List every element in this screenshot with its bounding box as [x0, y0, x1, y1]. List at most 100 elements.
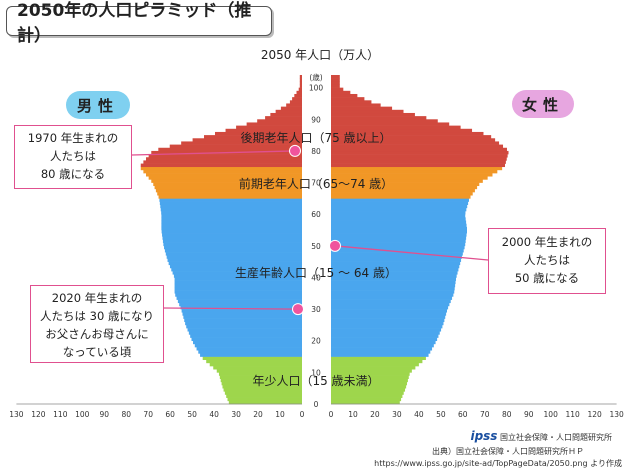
female-bar-age-28: [331, 312, 447, 316]
female-bar-age-27: [331, 315, 446, 319]
female-bar-age-16: [331, 350, 431, 354]
male-bar-age-84: [204, 135, 302, 139]
age-tick-40: 40: [311, 273, 321, 282]
male-x-tick-30: 30: [231, 410, 241, 419]
female-bar-age-52: [331, 236, 467, 240]
female-bar-age-24: [331, 324, 443, 329]
female-bar-age-1: [331, 397, 402, 402]
female-bar-age-80: [331, 147, 507, 152]
female-bar-age-59: [331, 214, 466, 218]
male-bar-age-86: [225, 128, 302, 133]
female-x-tick-30: 30: [392, 410, 402, 419]
female-bar-age-25: [331, 321, 444, 326]
female-bar-age-79: [331, 150, 509, 155]
female-bar-age-51: [331, 239, 466, 243]
female-x-tick-40: 40: [414, 410, 424, 419]
callout-2000-line2: 人たちは: [524, 253, 570, 267]
female-bar-age-57: [331, 220, 467, 224]
male-bar-age-36: [174, 286, 302, 291]
male-bar-age-76: [143, 160, 302, 164]
male-bar-age-13: [206, 359, 302, 364]
female-bar-age-5: [331, 385, 407, 389]
male-bar-age-6: [221, 381, 302, 386]
male-bar-age-25: [185, 321, 302, 326]
male-bar-age-35: [174, 290, 302, 294]
male-bar-age-42: [171, 267, 302, 272]
male-bar-age-2: [226, 394, 302, 398]
female-x-tick-130: 130: [609, 410, 624, 419]
female-bar-age-100: [331, 84, 340, 88]
female-bar-age-48: [331, 248, 464, 253]
male-x-tick-0: 0: [300, 410, 305, 419]
female-bar-age-9: [331, 372, 410, 376]
female-bar-age-8: [331, 375, 409, 379]
source-line1: 出典）国立社会保障・人口問題研究所ＨＰ: [432, 447, 584, 456]
male-bar-age-19: [193, 340, 302, 345]
male-bar-age-9: [218, 372, 302, 376]
male-bar-age-62: [160, 204, 302, 209]
callout-2020: 2020 年生まれの 人たちは 30 歳になり お父さんお母さんに なっている頃: [30, 285, 164, 363]
male-bar-age-97: [294, 93, 302, 98]
female-bar-age-34: [331, 293, 454, 297]
male-bar-age-102: [299, 78, 302, 82]
female-x-tick-90: 90: [524, 410, 534, 419]
marker-male-80: [289, 144, 301, 157]
female-bar-age-46: [331, 255, 462, 259]
callout-2020-line2: 人たちは 30 歳になり: [40, 309, 154, 323]
female-label: 女性: [521, 95, 564, 114]
male-bar-age-72: [146, 173, 302, 177]
page-title: 2050年の人口ピラミッド（推計）: [6, 1, 272, 46]
marker-male-30: [292, 303, 304, 316]
callout-1970-line1: 1970 年生まれの: [27, 131, 119, 145]
female-bar-age-64: [331, 198, 469, 202]
female-bar-age-56: [331, 223, 467, 228]
male-bar-age-5: [222, 385, 302, 389]
male-bar-age-95: [289, 100, 302, 104]
female-bar-age-18: [331, 343, 434, 348]
female-bar-age-29: [331, 309, 448, 313]
female-bar-age-63: [331, 201, 469, 206]
male-bar-age-52: [162, 236, 302, 240]
female-bar-age-99: [331, 87, 344, 92]
male-bar-age-12: [209, 362, 302, 367]
female-bar-age-102: [331, 78, 340, 82]
callout-1970-line3: 80 歳になる: [40, 167, 106, 181]
male-bar-age-24: [186, 324, 302, 329]
female-bar-age-58: [331, 217, 466, 221]
female-bar-age-40: [331, 274, 457, 278]
female-bar-age-42: [331, 267, 459, 272]
female-bar-age-38: [331, 280, 456, 285]
female-x-tick-110: 110: [566, 410, 581, 419]
female-bar-age-47: [331, 252, 463, 256]
female-bar-age-23: [331, 328, 442, 332]
callout-connector-male-30: [163, 307, 299, 310]
female-bar-age-7: [331, 378, 408, 383]
female-bar-age-20: [331, 337, 438, 342]
female-bar-age-70: [331, 179, 483, 183]
male-bar-age-50: [163, 242, 302, 247]
male-bar-age-46: [166, 255, 302, 259]
male-bar-age-103: [299, 75, 302, 79]
male-bar-age-28: [182, 312, 302, 316]
female-bar-age-81: [331, 144, 504, 149]
callout-1970-line2: 人たちは: [50, 149, 96, 163]
male-bar-age-37: [174, 283, 302, 288]
callout-2020-line4: なっている頃: [62, 345, 132, 359]
female-x-tick-10: 10: [348, 410, 358, 419]
male-x-tick-20: 20: [253, 410, 263, 419]
male-bar-age-43: [169, 264, 302, 269]
age-tick-10: 10: [311, 368, 321, 377]
female-bar-age-84: [331, 135, 492, 139]
male-bar-age-7: [220, 378, 302, 383]
female-bar-age-65: [331, 195, 471, 199]
male-bar-age-89: [257, 119, 302, 123]
male-bar-age-87: [236, 125, 302, 130]
male-x-tick-40: 40: [209, 410, 219, 419]
female-bar-age-88: [331, 122, 450, 126]
female-badge: 女性: [512, 90, 574, 118]
male-bar-age-8: [219, 375, 302, 379]
male-bar-age-11: [213, 366, 302, 370]
male-x-tick-110: 110: [53, 410, 68, 419]
logo-text: 国立社会保障・人口問題研究所: [500, 433, 612, 442]
